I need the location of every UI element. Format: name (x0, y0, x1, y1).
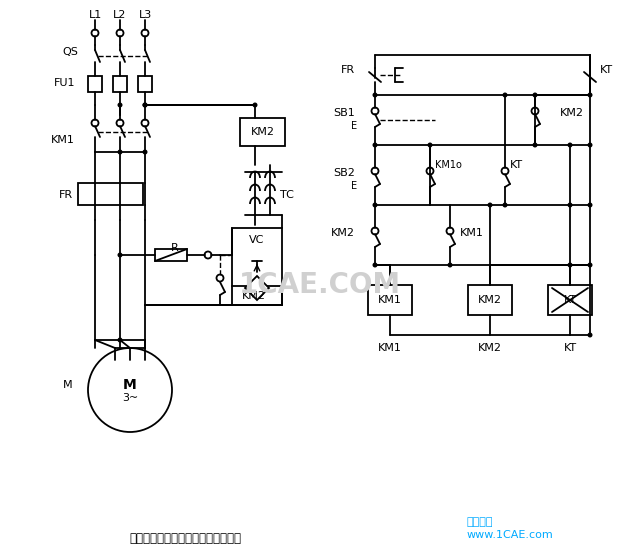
Text: KM2: KM2 (478, 295, 502, 305)
Text: SB2: SB2 (333, 168, 355, 178)
Text: KM1: KM1 (51, 135, 75, 145)
Circle shape (118, 102, 122, 107)
Text: L3: L3 (138, 10, 152, 20)
Circle shape (532, 92, 538, 97)
Text: L1: L1 (88, 10, 102, 20)
Polygon shape (245, 276, 269, 300)
Text: QS: QS (62, 47, 78, 57)
Circle shape (88, 348, 172, 432)
Circle shape (141, 29, 148, 36)
Text: 1CAE.COM: 1CAE.COM (239, 271, 401, 299)
Text: KM1: KM1 (378, 343, 402, 353)
Circle shape (588, 92, 593, 97)
Circle shape (532, 143, 538, 148)
Circle shape (116, 119, 124, 127)
Text: M: M (62, 380, 72, 390)
Text: KT: KT (563, 295, 577, 305)
Text: 以时间原则控制的单向能耗制动线路: 以时间原则控制的单向能耗制动线路 (129, 531, 241, 545)
Circle shape (588, 143, 593, 148)
Bar (113, 76, 127, 92)
Text: E: E (351, 121, 357, 131)
Circle shape (428, 143, 433, 148)
Bar (368, 285, 412, 315)
Circle shape (502, 202, 508, 207)
Text: FU1: FU1 (54, 78, 75, 88)
Text: KT: KT (510, 160, 523, 170)
Circle shape (216, 274, 223, 281)
Text: KM2: KM2 (478, 343, 502, 353)
Text: KT: KT (563, 343, 577, 353)
Text: KM1o: KM1o (435, 160, 462, 170)
Circle shape (568, 263, 573, 268)
Circle shape (372, 202, 378, 207)
Text: KT: KT (600, 65, 613, 75)
Circle shape (447, 227, 454, 234)
Circle shape (371, 227, 378, 234)
Circle shape (92, 119, 99, 127)
Circle shape (253, 102, 257, 107)
Circle shape (502, 168, 509, 175)
Circle shape (118, 337, 122, 342)
Text: KM2: KM2 (331, 228, 355, 238)
Text: VC: VC (250, 235, 265, 245)
Circle shape (488, 202, 493, 207)
Circle shape (372, 263, 378, 268)
Text: SB1: SB1 (333, 108, 355, 118)
Circle shape (143, 149, 147, 154)
Bar (548, 285, 592, 315)
Circle shape (141, 119, 148, 127)
Bar (240, 118, 285, 146)
Circle shape (205, 252, 211, 258)
Text: KM2: KM2 (242, 291, 266, 301)
Text: www.1CAE.com: www.1CAE.com (467, 530, 554, 540)
Circle shape (447, 263, 452, 268)
Circle shape (372, 143, 378, 148)
Circle shape (588, 202, 593, 207)
Text: KM1: KM1 (460, 228, 484, 238)
Bar (232, 228, 282, 286)
Text: KM2: KM2 (251, 127, 275, 137)
Text: 3~: 3~ (122, 393, 138, 403)
Circle shape (531, 107, 538, 114)
Bar (138, 76, 152, 92)
Text: E: E (351, 181, 357, 191)
Circle shape (371, 107, 378, 114)
Circle shape (92, 29, 99, 36)
Circle shape (143, 102, 147, 107)
Text: L2: L2 (113, 10, 127, 20)
Circle shape (502, 92, 508, 97)
Text: FR: FR (59, 190, 73, 200)
Circle shape (426, 168, 433, 175)
Circle shape (118, 253, 122, 258)
Circle shape (116, 29, 124, 36)
Bar (88, 76, 102, 92)
Text: 仿真在线: 仿真在线 (467, 517, 493, 527)
Circle shape (568, 143, 573, 148)
Circle shape (588, 263, 593, 268)
Bar (155, 249, 187, 261)
Circle shape (372, 92, 378, 97)
Text: TC: TC (280, 190, 294, 200)
Text: M: M (123, 378, 137, 392)
Text: KM1: KM1 (378, 295, 402, 305)
Circle shape (118, 149, 122, 154)
Circle shape (371, 168, 378, 175)
Circle shape (588, 332, 593, 337)
Text: FR: FR (341, 65, 355, 75)
Bar (78, 183, 143, 205)
Bar (468, 285, 512, 315)
Circle shape (143, 102, 147, 107)
Circle shape (568, 202, 573, 207)
Text: R: R (171, 243, 179, 253)
Text: KM2: KM2 (560, 108, 584, 118)
